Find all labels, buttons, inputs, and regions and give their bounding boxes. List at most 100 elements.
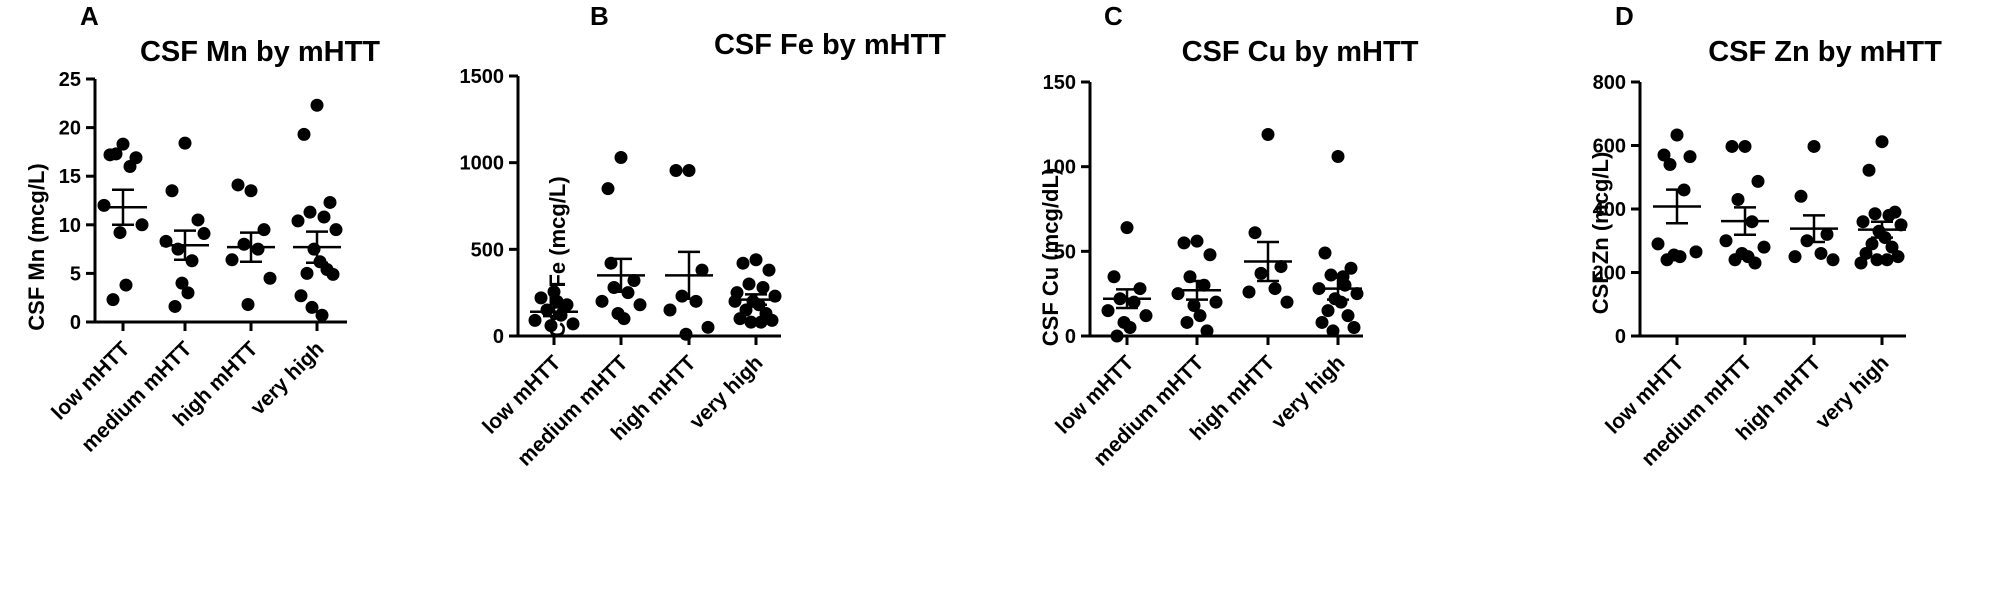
data-point — [742, 277, 756, 291]
y-tick-label: 800 — [1593, 72, 1626, 94]
data-point — [315, 308, 329, 322]
data-point — [197, 227, 211, 241]
data-point — [225, 253, 239, 267]
y-tick-label: 1000 — [460, 153, 505, 175]
data-point — [1859, 246, 1873, 260]
y-tick-label: 0 — [1065, 326, 1076, 348]
y-tick-label: 500 — [471, 239, 504, 261]
data-point — [257, 223, 271, 237]
data-point — [1670, 128, 1684, 142]
data-point — [1880, 253, 1894, 267]
data-point — [191, 213, 205, 227]
data-point — [300, 266, 314, 280]
data-point — [566, 317, 580, 331]
data-point — [1673, 250, 1687, 264]
data-point — [544, 319, 558, 333]
data-point — [1326, 324, 1340, 338]
data-point — [728, 294, 742, 308]
y-tick-label: 15 — [59, 166, 81, 188]
data-point — [627, 274, 641, 288]
data-point — [231, 178, 245, 192]
data-point — [1248, 226, 1262, 240]
data-point — [165, 184, 179, 198]
data-point — [601, 182, 615, 196]
data-point — [1101, 304, 1115, 318]
data-point — [113, 226, 127, 240]
data-point — [1334, 295, 1348, 309]
data-point — [1757, 240, 1771, 254]
data-point — [1875, 135, 1889, 149]
data-point — [1788, 250, 1802, 264]
panel-b: B CSF Fe by mHTT CSF Fe (mcg/L) 05001000… — [460, 1, 947, 471]
data-point — [251, 242, 265, 256]
chart-title-d: CSF Zn by mHTT — [1708, 36, 1942, 68]
data-point — [237, 237, 251, 251]
data-point — [1123, 321, 1137, 335]
data-point — [1794, 189, 1808, 203]
data-point — [1274, 260, 1288, 274]
data-point — [1110, 329, 1124, 343]
data-point — [663, 303, 677, 317]
data-point — [1856, 215, 1870, 229]
data-point — [679, 327, 693, 341]
data-point — [297, 127, 311, 141]
data-point — [1865, 237, 1879, 251]
data-point — [1826, 253, 1840, 267]
x-tick-label: medium mHTT — [77, 337, 197, 457]
data-point — [106, 293, 120, 307]
data-point — [123, 159, 137, 173]
data-point — [291, 214, 305, 228]
data-point — [1200, 324, 1214, 338]
data-point — [1203, 248, 1217, 262]
data-point — [97, 198, 111, 212]
data-point — [1341, 309, 1355, 323]
data-point — [701, 320, 715, 334]
data-point — [1657, 148, 1671, 162]
data-point — [294, 289, 308, 303]
data-point — [1268, 282, 1282, 296]
data-point — [1242, 285, 1256, 299]
data-point — [736, 256, 750, 270]
data-point — [1660, 253, 1674, 267]
data-point — [633, 298, 647, 312]
data-point — [1209, 295, 1223, 309]
data-point — [1731, 192, 1745, 206]
data-point — [109, 147, 123, 161]
data-point — [1331, 150, 1345, 164]
data-point — [1139, 309, 1153, 323]
data-point — [175, 276, 189, 290]
data-point — [669, 163, 683, 177]
y-tick-label: 150 — [1043, 72, 1076, 94]
panel-d: D CSF Zn by mHTT CSF Zn (mcg/L) 0 200 400 6… — [1588, 1, 1942, 471]
data-point — [181, 286, 195, 300]
data-point — [762, 263, 776, 277]
data-point — [263, 271, 277, 285]
data-point — [116, 137, 130, 151]
data-point — [1280, 295, 1294, 309]
data-point — [1719, 234, 1733, 248]
x-tick-label: very high — [1811, 351, 1893, 433]
data-point — [1728, 253, 1742, 267]
panel-a: A CSF Mn by mHTT CSF Mn (mcg/L) 0 5 10 15 20… — [24, 1, 380, 457]
y-tick-label: 0 — [70, 312, 81, 334]
y-axis-label-d: CSF Zn (mcg/L) — [1588, 152, 1613, 315]
data-point — [135, 218, 149, 232]
y-tick-label: 0 — [1615, 326, 1626, 348]
data-point — [1689, 245, 1703, 259]
data-point — [1347, 321, 1361, 335]
data-point — [1651, 237, 1665, 251]
data-point — [749, 253, 763, 267]
data-point — [1107, 270, 1121, 284]
data-point — [1315, 315, 1329, 329]
data-point — [1187, 299, 1201, 313]
y-tick-label: 200 — [1593, 263, 1626, 285]
data-point — [307, 242, 321, 256]
data-point — [178, 136, 192, 150]
y-axis-label-c: CSF Cu (mcg/dL) — [1038, 168, 1063, 346]
y-tick-label: 100 — [1043, 157, 1076, 179]
y-axis-label-a: CSF Mn (mcg/L) — [24, 163, 49, 330]
data-point — [329, 223, 343, 237]
data-point — [1663, 158, 1677, 172]
y-tick-label: 1500 — [460, 66, 505, 88]
data-point — [1683, 150, 1697, 164]
